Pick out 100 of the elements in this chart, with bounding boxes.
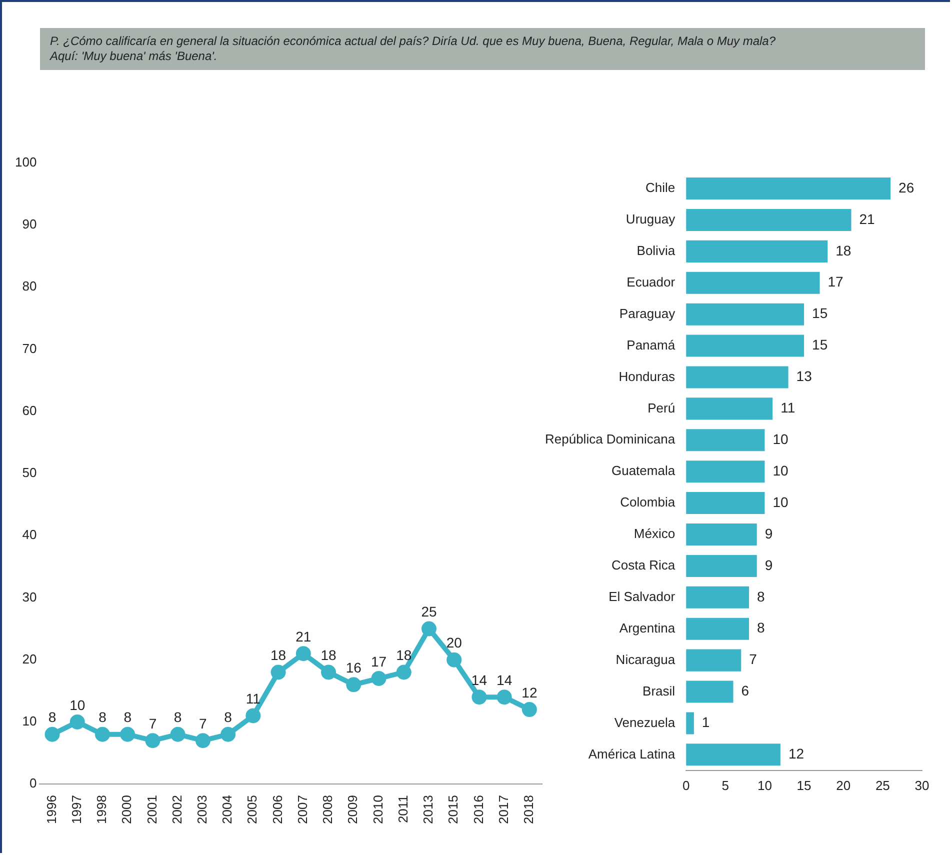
point: [421, 621, 436, 636]
y-tick-label: 70: [22, 340, 37, 356]
y-tick-label: 10: [22, 714, 37, 729]
data-label: 18: [836, 242, 852, 258]
data-label: 10: [70, 696, 86, 713]
point: [120, 726, 136, 742]
bar: [686, 398, 773, 420]
bar: [686, 586, 749, 608]
x-tick-label: 10: [757, 778, 772, 793]
data-label: 17: [370, 653, 387, 670]
x-tick-label: 2005: [244, 795, 260, 824]
y-tick-label: Chile: [645, 180, 676, 196]
point: [346, 677, 362, 692]
chart-subtitle: Aquí: 'Muy buena' más 'Buena'.: [50, 49, 218, 64]
point: [246, 708, 261, 724]
point: [321, 664, 336, 680]
data-label: 18: [396, 647, 412, 664]
data-label: 7: [148, 715, 157, 732]
data-label: 8: [224, 709, 232, 726]
point: [522, 702, 537, 718]
data-label: 20: [446, 634, 462, 651]
data-label: 17: [828, 274, 844, 290]
point: [70, 714, 85, 730]
data-label: 14: [496, 672, 512, 688]
x-tick-label: 2000: [119, 795, 134, 824]
data-label: 8: [174, 709, 182, 726]
bar: [686, 460, 765, 483]
data-label: 1: [702, 714, 710, 730]
y-tick-label: Paraguay: [619, 306, 676, 321]
x-tick-label: 1998: [94, 795, 110, 824]
y-tick-label: Costa Rica: [611, 558, 676, 573]
y-tick-label: 30: [22, 589, 37, 604]
data-label: 25: [421, 604, 437, 620]
data-label: 14: [471, 672, 488, 688]
x-tick-label: 2001: [144, 795, 160, 824]
bar: [686, 492, 765, 514]
chart-title: P. ¿Cómo calificaría en general la situación económica actual del país? Diría Ud. que es Muy buena, Buena, Regular, Mala o Muy mala?: [50, 34, 777, 49]
y-tick-label: Argentina: [619, 620, 676, 636]
x-tick-label: 2013: [420, 795, 436, 824]
data-label: 8: [48, 709, 56, 726]
point: [396, 664, 412, 680]
bar: [686, 744, 780, 766]
data-label: 18: [270, 647, 286, 664]
bar: [686, 680, 734, 703]
y-tick-label: 90: [22, 216, 37, 232]
y-tick-label: Brasil: [642, 683, 676, 698]
data-label: 15: [812, 336, 828, 353]
x-tick-label: 2002: [169, 795, 184, 824]
point: [195, 733, 210, 748]
data-label: 12: [788, 746, 804, 762]
y-tick-label: 60: [22, 402, 37, 418]
y-tick-label: Ecuador: [626, 274, 676, 290]
y-tick-label: Venezuela: [614, 714, 676, 730]
bar: [686, 649, 742, 672]
data-label: 10: [772, 431, 788, 448]
point: [446, 652, 462, 668]
bar: [686, 712, 694, 734]
bar: [686, 303, 804, 326]
bar: [686, 334, 804, 357]
x-tick-label: 2011: [395, 795, 410, 824]
point: [170, 726, 186, 742]
bar: [686, 554, 757, 577]
data-label: 7: [199, 715, 208, 732]
data-label: 8: [124, 709, 132, 726]
point: [145, 733, 160, 748]
x-tick-label: 2010: [370, 795, 386, 824]
y-tick-label: 40: [22, 527, 37, 542]
x-tick-label: 5: [722, 778, 730, 793]
x-tick-label: 2006: [270, 795, 285, 824]
bar: [686, 272, 820, 294]
x-tick-label: 2008: [320, 795, 336, 824]
x-tick-label: 2004: [220, 795, 235, 824]
data-label: 13: [796, 368, 812, 384]
y-tick-label: México: [634, 526, 676, 542]
point: [94, 726, 110, 742]
data-label: 26: [898, 179, 914, 196]
point: [371, 670, 386, 686]
data-label: 11: [246, 690, 261, 707]
y-tick-label: 50: [22, 465, 37, 480]
point: [472, 690, 487, 705]
y-tick-label: Panamá: [626, 337, 676, 352]
x-tick-label: 15: [796, 778, 812, 793]
data-label: 7: [749, 651, 758, 668]
x-tick-label: 2016: [470, 795, 486, 824]
x-tick-label: 25: [875, 778, 890, 793]
x-tick-label: 2018: [521, 795, 536, 824]
data-label: 9: [764, 525, 773, 542]
y-tick-label: 20: [22, 651, 37, 666]
y-tick-label: América Latina: [588, 746, 676, 762]
point: [496, 690, 512, 705]
data-label: 18: [320, 647, 337, 664]
data-label: 6: [741, 682, 750, 699]
bar: [686, 429, 765, 452]
x-tick-label: 20: [836, 778, 851, 793]
point: [296, 646, 311, 662]
y-tick-label: Uruguay: [626, 212, 676, 227]
y-tick-label: 80: [22, 278, 37, 294]
data-label: 8: [756, 588, 765, 604]
data-label: 21: [859, 210, 876, 227]
x-tick-label: 2007: [294, 795, 310, 824]
